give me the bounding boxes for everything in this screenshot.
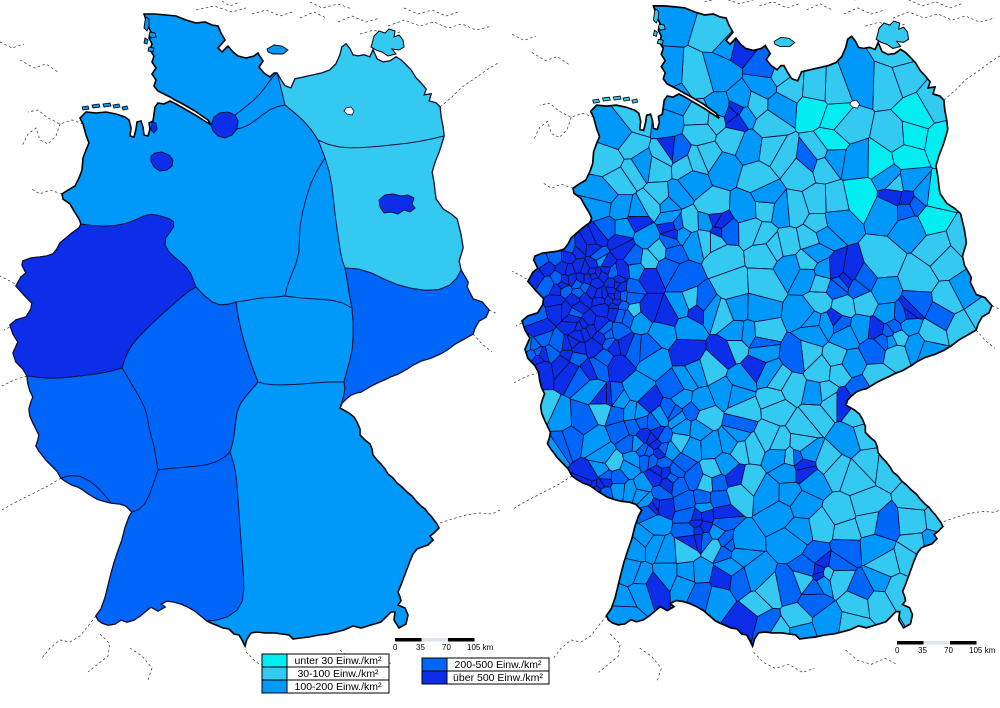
svg-text:105 km: 105 km — [969, 646, 996, 655]
svg-text:über 500 Einw./km²: über 500 Einw./km² — [453, 672, 543, 684]
svg-text:105 km: 105 km — [467, 643, 494, 652]
svg-text:unter 30 Einw./km²: unter 30 Einw./km² — [295, 655, 382, 667]
svg-text:35: 35 — [918, 646, 927, 655]
svg-text:0: 0 — [393, 643, 398, 652]
svg-text:200-500 Einw./km²: 200-500 Einw./km² — [455, 659, 542, 671]
svg-text:0: 0 — [895, 646, 900, 655]
svg-text:30-100 Einw./km²: 30-100 Einw./km² — [297, 668, 379, 680]
svg-text:70: 70 — [944, 646, 953, 655]
svg-text:70: 70 — [442, 643, 451, 652]
svg-text:35: 35 — [416, 643, 425, 652]
svg-text:100-200 Einw./km²: 100-200 Einw./km² — [295, 681, 382, 693]
